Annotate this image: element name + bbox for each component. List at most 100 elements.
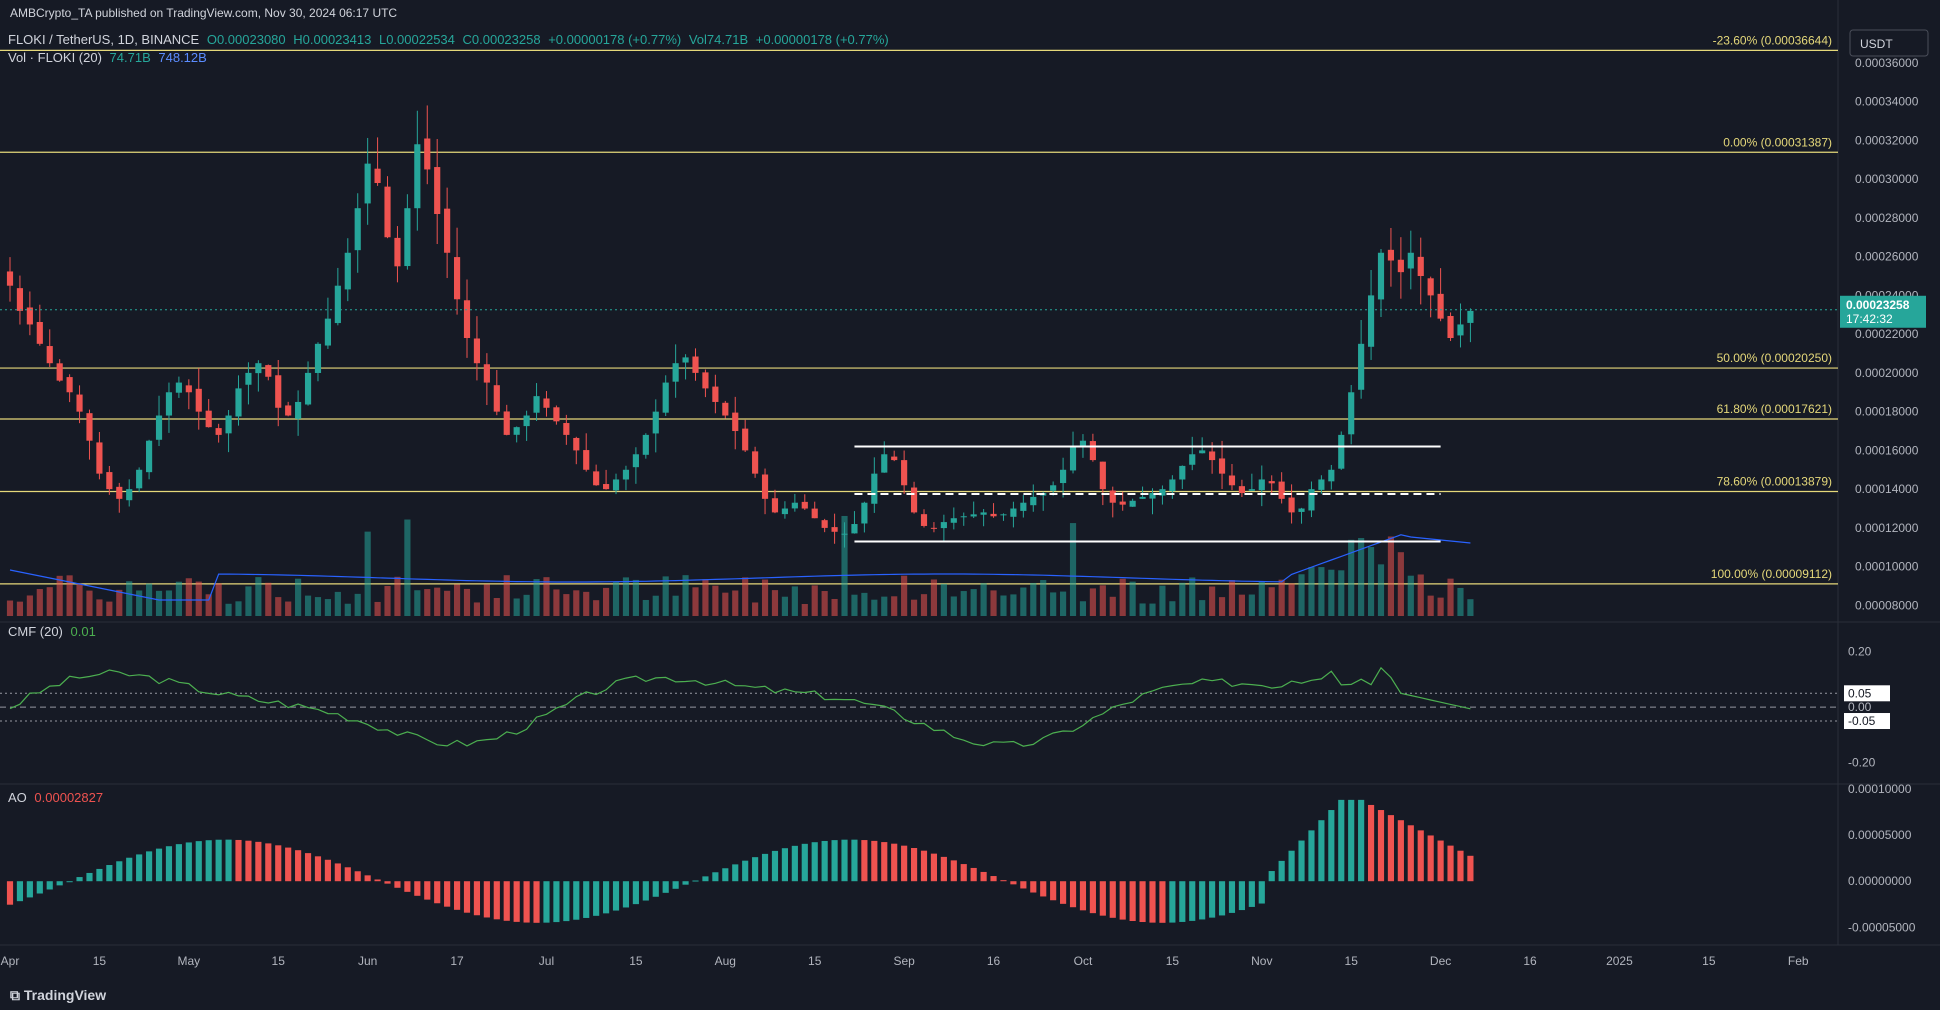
volume-bar xyxy=(692,587,699,616)
volume-bar xyxy=(1288,583,1295,616)
ao-bar xyxy=(1298,840,1305,882)
candle-body xyxy=(1427,278,1434,296)
volume-bar xyxy=(314,597,322,616)
price-axis-label: 0.00032000 xyxy=(1855,133,1919,147)
ao-bar xyxy=(722,868,729,882)
time-axis-label: 15 xyxy=(272,954,286,968)
candle-body xyxy=(901,460,908,486)
ao-bar xyxy=(185,842,192,882)
ao-bar xyxy=(652,881,659,897)
candle-body xyxy=(16,288,24,311)
volume-bar xyxy=(414,590,421,616)
candle-body xyxy=(463,300,471,339)
time-axis-label: 15 xyxy=(1166,954,1180,968)
volume-bar xyxy=(1089,588,1096,616)
volume-bar xyxy=(891,596,898,616)
candle-body xyxy=(175,382,182,393)
volume-label[interactable]: Vol · FLOKI (20) xyxy=(8,50,102,65)
candle-body xyxy=(334,285,341,324)
candle-body xyxy=(612,479,620,491)
volume-bar xyxy=(831,598,838,616)
volume-legend: Vol · FLOKI (20) 74.71B 748.12B xyxy=(8,50,211,65)
ao-bar xyxy=(26,881,33,898)
ao-bar xyxy=(76,877,83,882)
ao-bar xyxy=(364,875,371,882)
ao-bar xyxy=(404,881,411,892)
ao-bar xyxy=(1228,881,1236,913)
candle-body xyxy=(871,473,878,504)
last-price-tag xyxy=(1840,295,1926,328)
candle-body xyxy=(46,346,53,364)
volume-bar xyxy=(463,588,471,616)
volume-bar xyxy=(1387,536,1395,616)
volume-bar xyxy=(940,583,947,616)
ao-bar xyxy=(354,871,361,882)
time-axis-label: 15 xyxy=(629,954,643,968)
candle-body xyxy=(1020,502,1027,511)
volume-bar xyxy=(404,519,411,616)
volume-bar xyxy=(1228,580,1236,616)
volume-bar xyxy=(1318,567,1325,616)
tradingview-watermark[interactable]: ⧉ TradingView xyxy=(10,987,106,1004)
symbol-name[interactable]: FLOKI / TetherUS, 1D, BINANCE xyxy=(8,32,200,47)
candle-body xyxy=(603,484,610,490)
ao-bar xyxy=(1328,810,1335,882)
candle-body xyxy=(1189,454,1196,465)
ao-bar xyxy=(821,840,828,882)
ao-bar xyxy=(1079,881,1087,911)
time-axis-label: 15 xyxy=(1702,954,1716,968)
ao-bar xyxy=(513,881,520,922)
ao-bar xyxy=(950,860,957,882)
candle-body xyxy=(1089,441,1096,461)
ao-bar xyxy=(1089,881,1096,914)
candle-body xyxy=(304,372,312,405)
ao-bar xyxy=(344,867,351,882)
cmf-axis-label: 0.05 xyxy=(1848,686,1872,700)
ao-bar xyxy=(1069,881,1077,908)
candle-body xyxy=(692,356,699,373)
open-value: O0.00023080 xyxy=(206,32,286,47)
volume-bar xyxy=(523,594,530,616)
ao-bar xyxy=(1000,880,1007,882)
time-axis-label: Apr xyxy=(1,954,20,968)
candle-body xyxy=(960,516,967,518)
volume-bar xyxy=(1040,580,1047,616)
volume-bar xyxy=(1020,587,1027,616)
ao-bar xyxy=(1447,845,1454,882)
volume-bar xyxy=(702,579,709,616)
volume-bar xyxy=(742,577,749,616)
ao-bar xyxy=(1238,881,1245,911)
candle-body xyxy=(215,428,222,435)
candle-body xyxy=(255,363,262,374)
ao-bar xyxy=(46,881,53,890)
ao-bar xyxy=(1159,881,1166,923)
cmf-level-tag xyxy=(1844,685,1890,702)
candle-body xyxy=(314,343,322,373)
candle-body xyxy=(771,498,779,513)
volume-bar xyxy=(990,590,997,616)
ao-bar xyxy=(960,864,967,882)
cmf-label[interactable]: CMF (20) xyxy=(8,624,63,639)
ao-bar xyxy=(1189,881,1196,921)
candle-body xyxy=(473,338,481,364)
ao-bar xyxy=(732,864,739,882)
time-axis-label: Aug xyxy=(715,954,736,968)
ao-bar xyxy=(1318,820,1325,882)
ao-bar xyxy=(6,881,14,905)
volume-bar xyxy=(285,601,292,616)
candle-body xyxy=(235,388,242,417)
ao-bar xyxy=(910,847,918,882)
volume-bar xyxy=(155,590,163,616)
volume-bar xyxy=(980,583,987,616)
candle-body xyxy=(106,472,113,490)
volume-bar xyxy=(424,589,431,616)
ao-bar xyxy=(563,881,570,922)
ao-bar xyxy=(811,842,818,882)
ao-bar xyxy=(573,881,580,920)
candle-body xyxy=(453,257,461,300)
ao-bar xyxy=(1437,840,1444,882)
candle-body xyxy=(851,524,858,534)
ao-label[interactable]: AO xyxy=(8,790,27,805)
ao-bar xyxy=(483,881,490,918)
